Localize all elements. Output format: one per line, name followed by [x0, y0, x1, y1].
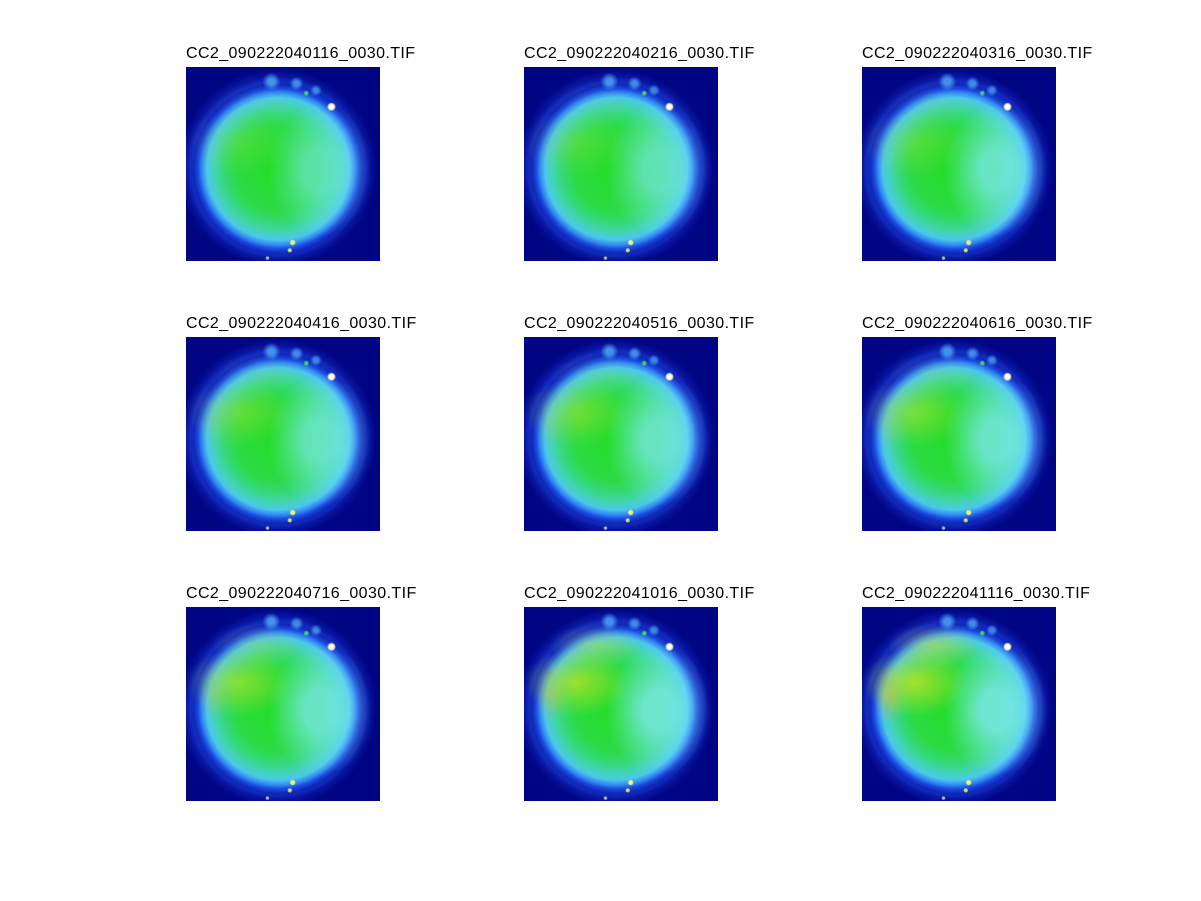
- subplot-cell: CC2_090222040516_0030.TIF: [524, 314, 754, 531]
- beam-image: [186, 607, 380, 801]
- beam-image: [862, 337, 1056, 531]
- beam-image: [862, 607, 1056, 801]
- subplot-title: CC2_090222040116_0030.TIF: [186, 45, 416, 62]
- subplot-title: CC2_090222040416_0030.TIF: [186, 315, 417, 332]
- subplot-cell: CC2_090222040616_0030.TIF: [862, 314, 1092, 531]
- beam-image: [524, 337, 718, 531]
- subplot-title: CC2_090222041016_0030.TIF: [524, 585, 755, 602]
- subplot-title: CC2_090222041116_0030.TIF: [862, 585, 1091, 602]
- subplot-title: CC2_090222040516_0030.TIF: [524, 315, 755, 332]
- beam-image: [524, 607, 718, 801]
- subplot-cell: CC2_090222040116_0030.TIF: [186, 44, 415, 261]
- subplot-title: CC2_090222040716_0030.TIF: [186, 585, 417, 602]
- beam-image: [186, 67, 380, 261]
- subplot-cell: CC2_090222040416_0030.TIF: [186, 314, 416, 531]
- beam-image: [186, 337, 380, 531]
- beam-image: [862, 67, 1056, 261]
- subplot-cell: CC2_090222041116_0030.TIF: [862, 584, 1090, 801]
- subplot-cell: CC2_090222040716_0030.TIF: [186, 584, 416, 801]
- subplot-cell: CC2_090222040216_0030.TIF: [524, 44, 754, 261]
- subplot-cell: CC2_090222040316_0030.TIF: [862, 44, 1092, 261]
- subplot-cell: CC2_090222041016_0030.TIF: [524, 584, 754, 801]
- subplot-title: CC2_090222040316_0030.TIF: [862, 45, 1093, 62]
- subplot-title: CC2_090222040216_0030.TIF: [524, 45, 755, 62]
- beam-image: [524, 67, 718, 261]
- subplot-title: CC2_090222040616_0030.TIF: [862, 315, 1093, 332]
